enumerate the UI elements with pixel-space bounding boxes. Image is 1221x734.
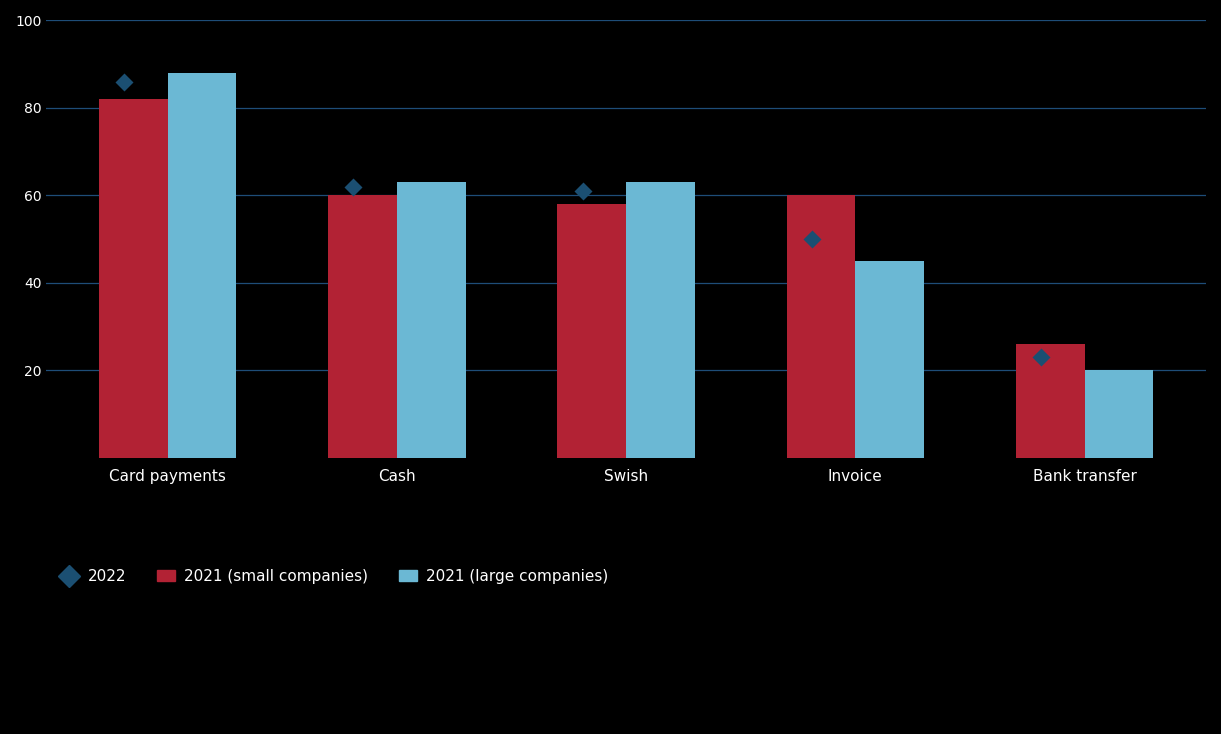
Bar xyxy=(1016,344,1084,458)
Bar xyxy=(1084,370,1154,458)
Bar xyxy=(786,195,856,458)
Bar xyxy=(626,182,695,458)
Bar xyxy=(328,195,397,458)
Bar xyxy=(557,204,626,458)
Bar xyxy=(99,99,167,458)
Bar xyxy=(167,73,237,458)
Bar xyxy=(397,182,465,458)
Legend: 2022, 2021 (small companies), 2021 (large companies): 2022, 2021 (small companies), 2021 (larg… xyxy=(54,563,614,590)
Bar xyxy=(856,261,924,458)
